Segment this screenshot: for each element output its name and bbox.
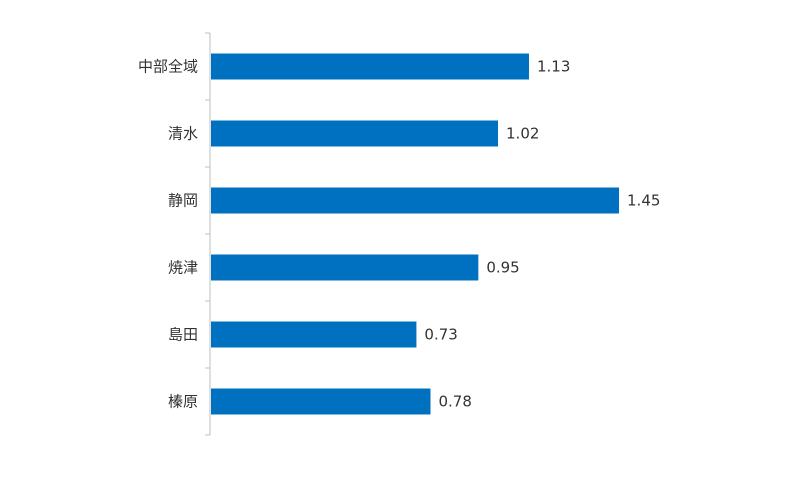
- value-label: 1.02: [506, 125, 539, 143]
- category-label: 清水: [168, 125, 198, 143]
- bar: [211, 53, 529, 80]
- category-label: 焼津: [168, 259, 198, 277]
- category-label: 榛原: [168, 393, 198, 411]
- category-label: 島田: [168, 326, 198, 344]
- value-label: 1.13: [537, 58, 570, 76]
- axis-ticks: [205, 32, 210, 436]
- bar: [211, 388, 431, 415]
- bar: [211, 187, 620, 214]
- bars-group: [211, 53, 620, 415]
- bar: [211, 120, 499, 147]
- value-label: 0.73: [424, 326, 457, 344]
- category-label: 静岡: [168, 192, 198, 210]
- bar: [211, 254, 479, 281]
- value-labels: 1.13 1.02 1.45 0.95 0.73 0.78: [424, 58, 660, 411]
- value-label: 1.45: [627, 192, 660, 210]
- category-label: 中部全域: [138, 58, 198, 76]
- value-label: 0.78: [438, 393, 471, 411]
- value-label: 0.95: [486, 259, 519, 277]
- bar: [211, 321, 417, 348]
